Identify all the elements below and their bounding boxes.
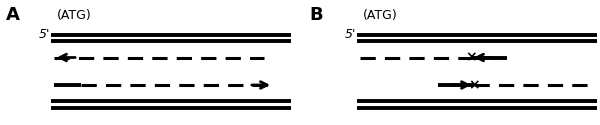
Text: B: B: [309, 6, 323, 24]
Text: A: A: [6, 6, 20, 24]
Text: 5': 5': [345, 28, 356, 42]
Text: ×: ×: [468, 78, 480, 92]
Text: 5': 5': [39, 28, 50, 42]
Text: (ATG): (ATG): [363, 9, 398, 22]
Text: (ATG): (ATG): [57, 9, 92, 22]
Text: ×: ×: [465, 50, 477, 64]
